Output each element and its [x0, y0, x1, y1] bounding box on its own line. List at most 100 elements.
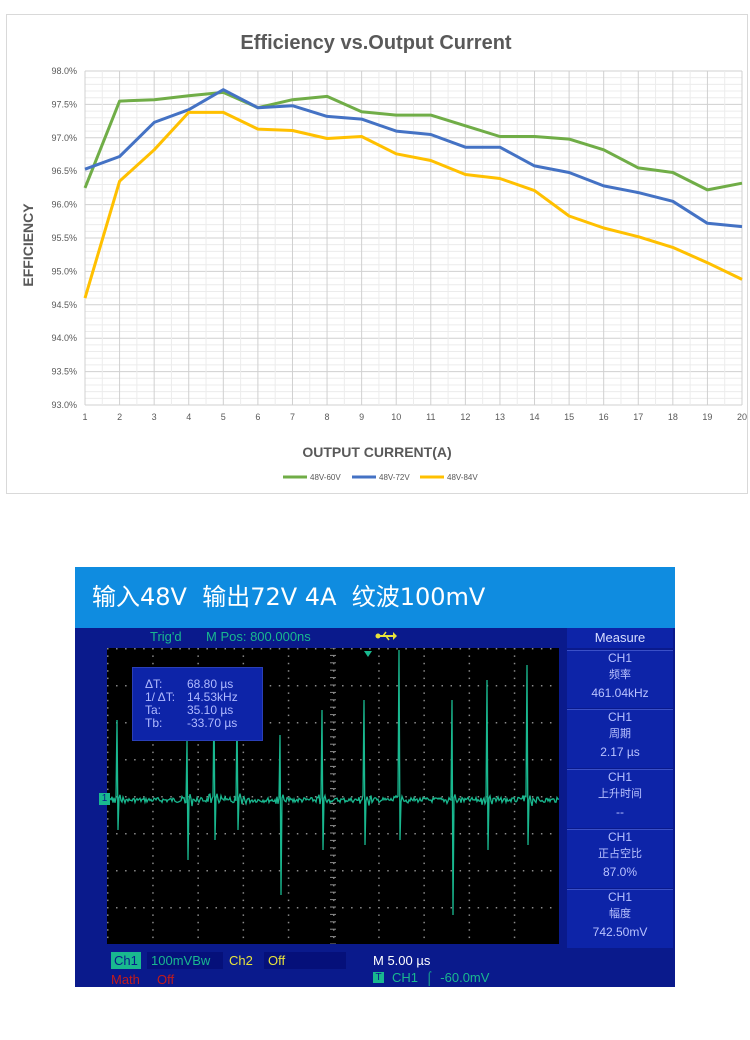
grid-dot [161, 759, 163, 761]
grid-dot [423, 818, 425, 820]
grid-dot [333, 773, 335, 776]
grid-dot [432, 907, 434, 909]
grid-dot [423, 892, 425, 894]
grid-dot [333, 870, 335, 872]
series-line-48V-72V [84, 88, 743, 229]
grid-dot [125, 759, 127, 761]
grid-dot [405, 870, 407, 872]
grid-dot [378, 796, 380, 798]
grid-dot [423, 729, 425, 731]
grid-dot [468, 936, 471, 939]
grid-dot [296, 722, 299, 724]
measure-item-duty-cycle[interactable]: CH1 正占空比 87.0% [567, 829, 673, 888]
grid-dot [170, 648, 172, 650]
grid-dot [513, 936, 516, 939]
grid-dot [242, 929, 245, 931]
math-label[interactable]: Math [111, 972, 140, 987]
grid-dot [405, 722, 407, 724]
grid-dot [107, 766, 109, 768]
measure-item-frequency[interactable]: CH1 频率 461.04kHz [567, 650, 673, 708]
grid-dot [477, 759, 480, 761]
grid-dot [423, 677, 425, 680]
grid-dot [287, 692, 290, 694]
grid-dot [513, 670, 516, 672]
grid-dot [459, 759, 462, 761]
grid-dot [134, 870, 136, 872]
grid-dot [540, 833, 543, 835]
x-tick-label: 18 [668, 412, 678, 422]
ch1-label[interactable]: Ch1 [111, 952, 141, 969]
grid-dot [305, 833, 308, 835]
measure-title[interactable]: Measure [567, 628, 673, 648]
grid-dot [314, 870, 317, 872]
grid-dot [116, 833, 118, 835]
grid-dot [179, 796, 181, 798]
measure-item-amplitude[interactable]: CH1 幅度 742.50mV [567, 889, 673, 948]
grid-dot [387, 759, 389, 761]
grid-dot [441, 759, 443, 761]
grid-dot [378, 818, 380, 820]
grid-dot [197, 810, 199, 813]
grid-dot [314, 759, 317, 761]
grid-dot [468, 810, 471, 813]
grid-dot [107, 751, 109, 754]
measure-value: 742.50mV [592, 925, 648, 939]
measure-value: 2.17 µs [600, 745, 640, 759]
grid-dot [107, 685, 109, 687]
grid-dot [450, 685, 453, 687]
grid-dot [468, 707, 471, 709]
grid-dot [369, 759, 371, 761]
grid-dot [152, 921, 154, 924]
measure-item-period[interactable]: CH1 周期 2.17 µs [567, 709, 673, 768]
grid-dot [161, 870, 163, 872]
grid-dot [396, 870, 398, 872]
x-tick-label: 20 [737, 412, 747, 422]
grid-dot [179, 907, 181, 909]
grid-dot [152, 892, 154, 894]
measure-value: -- [616, 805, 624, 819]
grid-dot [269, 833, 272, 835]
grid-dot [414, 870, 416, 872]
grid-dot [378, 662, 380, 665]
grid-dot [504, 796, 507, 798]
cursor-key: ΔT: [145, 677, 163, 691]
grid-dot [107, 847, 109, 850]
grid-dot [513, 892, 516, 894]
grid-dot [116, 685, 118, 687]
grid-dot [107, 729, 109, 731]
grid-dot [513, 914, 516, 916]
ch2-label[interactable]: Ch2 [229, 953, 253, 968]
grid-dot [468, 907, 471, 909]
grid-dot [233, 759, 236, 761]
legend-label: 48V-72V [379, 473, 410, 482]
grid-dot [242, 781, 245, 783]
grid-dot [423, 685, 425, 687]
measure-label: 上升时间 [598, 788, 642, 800]
grid-dot [378, 929, 380, 931]
grid-dot [333, 855, 335, 857]
grid-dot [333, 877, 335, 879]
grid-dot [333, 699, 335, 702]
grid-dot [423, 722, 425, 724]
grid-dot [116, 648, 118, 650]
grid-dot [378, 759, 380, 761]
grid-dot [531, 907, 534, 909]
grid-dot [360, 648, 362, 650]
grid-dot [513, 781, 516, 783]
grid-dot [269, 870, 272, 872]
grid-dot [468, 766, 471, 768]
grid-dot [242, 825, 245, 828]
measure-channel: CH1 [607, 830, 632, 844]
grid-dot [143, 796, 145, 798]
grid-dot [360, 685, 362, 687]
grid-dot [423, 907, 425, 909]
grid-dot [197, 929, 199, 931]
grid-dot [423, 929, 425, 931]
grid-dot [360, 833, 362, 835]
x-tick-label: 12 [460, 412, 470, 422]
grid-dot [152, 870, 154, 872]
measure-item-rise-time[interactable]: CH1 上升时间 -- [567, 769, 673, 828]
grid-dot [179, 870, 181, 872]
x-tick-label: 7 [290, 412, 295, 422]
grid-dot [432, 796, 434, 798]
